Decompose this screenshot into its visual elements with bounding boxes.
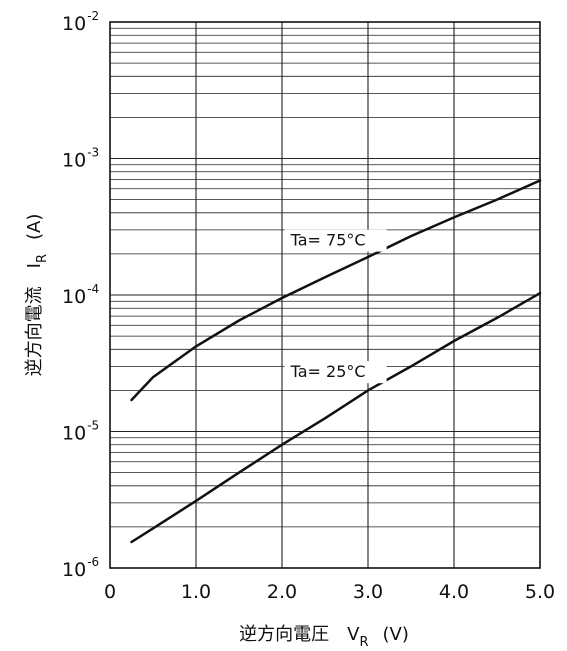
y-axis-title-main: 逆方向電流 I	[24, 263, 45, 376]
series-labels: Ta= 75°C Ta= 25°C	[285, 230, 387, 384]
series-label-ta-25c: Ta= 25°C	[285, 361, 387, 383]
x-tick-labels: 0 1.0 2.0 3.0 4.0 5.0	[104, 581, 555, 603]
series-line-ta-25c	[132, 293, 541, 542]
x-tick-label: 0	[104, 581, 116, 603]
y-tick-label: 10-2	[62, 9, 99, 35]
y-tick-labels: 10-6 10-5 10-4 10-3 10-2	[62, 9, 99, 581]
x-axis-title-unit: (V)	[383, 624, 409, 645]
grid	[110, 22, 540, 568]
series-label-ta-75c: Ta= 75°C	[285, 230, 387, 252]
y-tick-label: 10-3	[62, 146, 99, 172]
x-axis-title-main: 逆方向電圧 V	[239, 624, 360, 645]
y-axis-title-unit: (A)	[24, 214, 45, 240]
x-tick-label: 3.0	[353, 581, 383, 603]
x-tick-label: 2.0	[267, 581, 297, 603]
y-tick-label: 10-4	[62, 282, 99, 308]
y-tick-label: 10-6	[62, 555, 99, 581]
series-label-text: Ta= 25°C	[290, 362, 366, 381]
x-axis-title: 逆方向電圧 VR (V)	[239, 624, 409, 650]
x-tick-label: 5.0	[525, 581, 555, 603]
y-axis-title-sub: R	[35, 254, 50, 263]
series-label-text: Ta= 75°C	[290, 231, 366, 250]
y-axis-title: 逆方向電流 IR (A)	[24, 214, 50, 377]
y-tick-label: 10-5	[62, 419, 99, 445]
x-tick-label: 1.0	[181, 581, 211, 603]
x-tick-label: 4.0	[439, 581, 469, 603]
x-axis-title-sub: R	[359, 635, 368, 650]
